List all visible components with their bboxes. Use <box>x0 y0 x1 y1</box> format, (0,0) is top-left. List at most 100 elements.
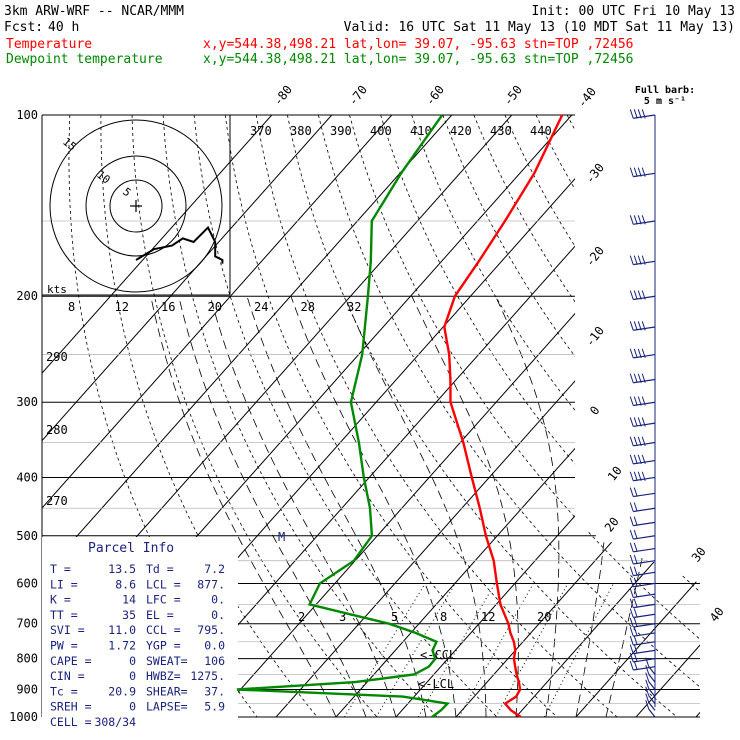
wind-barb-flag <box>637 321 642 331</box>
parcel-info-value: CCL = <box>146 623 181 637</box>
wind-barb-flag <box>633 627 638 637</box>
wind-barb-flag <box>629 617 634 628</box>
parcel-info-value: 5.9 <box>204 700 225 714</box>
temperature-trace <box>443 114 564 718</box>
pressure-tick-label: 400 <box>16 470 38 484</box>
isotherm-line <box>684 115 700 717</box>
wind-barb-flag <box>633 454 638 465</box>
parcel-info-value: CAPE = <box>50 654 92 668</box>
wind-barb-flag <box>633 644 638 654</box>
hodograph-unit: kts <box>47 283 67 296</box>
theta-label: 370 <box>250 124 272 138</box>
dry-adiabat <box>723 115 740 730</box>
wind-barb-flag <box>633 635 638 646</box>
wind-barb <box>648 708 656 718</box>
temperature-tick-label: 0 <box>587 403 602 417</box>
temperature-tick-label: -30 <box>583 161 607 187</box>
mixing-ratio-label: 5 <box>391 610 398 624</box>
wind-barb-flag <box>629 627 634 637</box>
wind-barb-flag <box>645 657 650 667</box>
valid-time: Valid: 16 UTC Sat 11 May 13 (10 MDT Sat … <box>344 20 735 35</box>
temperature-tick-label: 40 <box>707 605 727 625</box>
theta-label: 440 <box>530 124 552 138</box>
hodograph-speed-label: 16 <box>161 300 175 314</box>
wind-barb-flag <box>641 348 646 359</box>
wind-barb-flag <box>629 396 634 406</box>
moist-adiabat <box>344 296 487 717</box>
parcel-info-value: Td = <box>146 562 174 576</box>
wind-barb <box>648 673 656 683</box>
wind-barb-flag <box>633 487 638 497</box>
pressure-tick-label: 200 <box>16 289 38 303</box>
wind-barb-flag <box>629 109 634 119</box>
temperature-tick-label: -60 <box>423 83 447 109</box>
parcel-info-value: 13.5 <box>108 562 136 576</box>
pressure-tick-label: 800 <box>16 652 38 666</box>
hodograph-ring-label-15: 15 <box>60 135 78 153</box>
wind-barb-flag <box>629 566 634 576</box>
theta-label: 410 <box>410 124 432 138</box>
dry-adiabat <box>628 115 700 717</box>
theta-label: 400 <box>370 124 392 138</box>
wind-barb-flag <box>637 348 642 359</box>
wind-barb <box>648 695 656 704</box>
hodograph-trace <box>135 225 224 264</box>
moist-adiabat <box>150 296 337 717</box>
wind-barb-flag <box>641 215 646 225</box>
model-title: 3km ARW-WRF -- NCAR/MMM <box>4 4 184 19</box>
hodograph-speed-label: 24 <box>254 300 268 314</box>
wind-barb-flag <box>637 396 642 406</box>
wind-barb-flag <box>633 516 638 526</box>
wind-barb-flag <box>633 502 638 512</box>
dry-adiabat <box>224 115 572 717</box>
dry-adiabat <box>535 115 700 717</box>
dry-adiabat <box>193 115 511 717</box>
wind-barb-flag <box>645 672 650 682</box>
parcel-info-value: 20.9 <box>108 684 136 698</box>
lcl-marker: <-LCL <box>418 677 454 691</box>
mixing-ratio-label: 20 <box>537 610 551 624</box>
wind-barb-flag <box>629 577 634 587</box>
wind-barb-flag <box>629 635 634 646</box>
parcel-info-value: YGP = <box>146 639 181 653</box>
wind-barb-flag <box>641 321 646 331</box>
parcel-info-value: SWEAT= <box>146 654 188 668</box>
hodograph-ring-15 <box>49 119 223 293</box>
wind-barb-flag <box>633 396 638 406</box>
wind-barb-flag <box>633 608 638 618</box>
wind-barb-flag <box>641 290 646 300</box>
wind-barb-flag <box>637 373 642 383</box>
wind-barb-flag <box>641 417 646 427</box>
wind-barb-flag <box>629 487 634 497</box>
temperature-tick-label: -10 <box>583 324 607 350</box>
hodograph-ring-5 <box>109 179 163 233</box>
wind-barb-flag <box>633 652 638 663</box>
dry-adiabat <box>442 115 700 717</box>
pressure-tick-label: 500 <box>16 529 38 543</box>
dry-adiabat <box>349 115 700 717</box>
init-time: Init: 00 UTC Fri 10 May 13 <box>532 4 736 19</box>
isotherm-line <box>264 115 700 717</box>
mixing-ratio-label: 12 <box>481 610 495 624</box>
wind-barb-flag <box>629 167 634 177</box>
wind-barb-flag <box>645 665 650 675</box>
thermo-grid <box>42 115 740 730</box>
moist-adiabat <box>209 296 397 717</box>
theta-label: 290 <box>46 350 68 364</box>
wind-barb-flag <box>641 436 646 446</box>
pressure-tick-label: 700 <box>16 617 38 631</box>
parcel-info-value: 106 <box>204 654 225 668</box>
isotherm-line <box>384 115 700 717</box>
wind-barb-flag <box>629 255 634 265</box>
hodograph-inset: 5 10 15 kts <box>42 115 231 296</box>
dry-adiabat <box>597 115 700 717</box>
dry-adiabat <box>566 115 700 717</box>
parcel-info-value: LI = <box>50 577 78 591</box>
parcel-info-value: 0 <box>129 700 136 714</box>
parcel-info-value: 1.72 <box>108 639 136 653</box>
pressure-tick-label: 900 <box>16 682 38 696</box>
isotherm-line <box>324 115 700 717</box>
temperature-tick-label: 10 <box>605 464 625 484</box>
wind-barb-flag <box>645 693 650 703</box>
